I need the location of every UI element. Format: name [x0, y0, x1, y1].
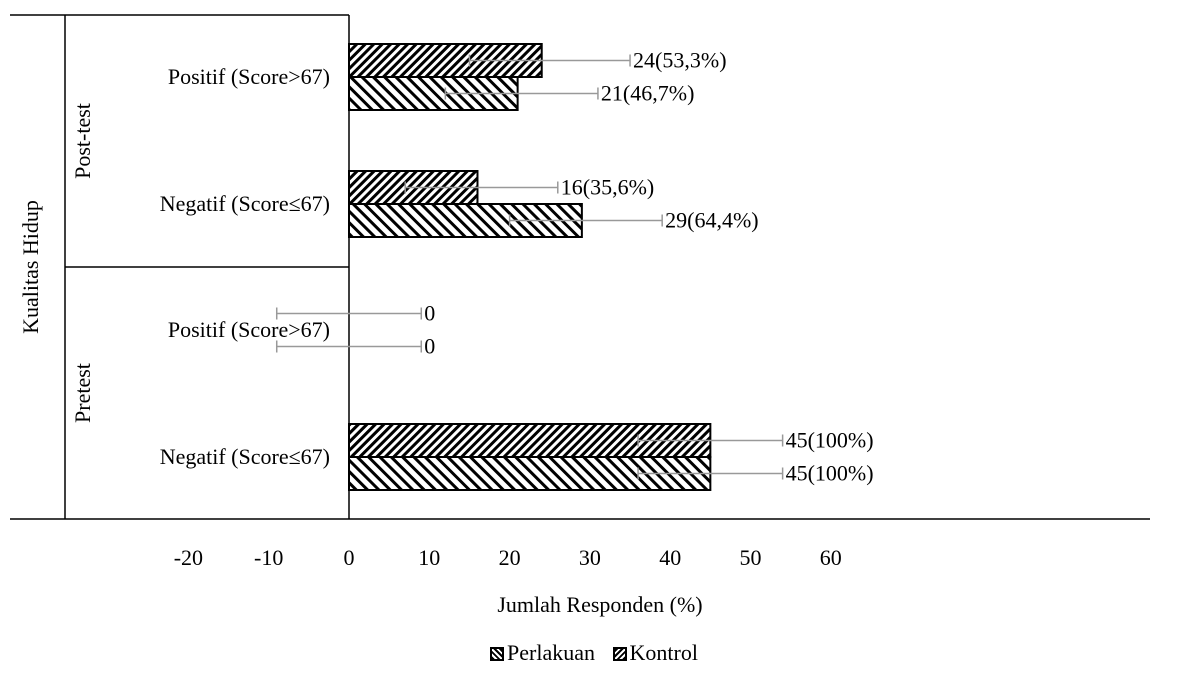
legend-item-kontrol: Kontrol	[612, 640, 698, 666]
data-label-perlakuan-1: 16(35,6%)	[561, 175, 654, 200]
legend-swatch-perlakuan	[490, 647, 505, 661]
x-axis-title: Jumlah Responden (%)	[497, 592, 702, 617]
category-label-2: Positif (Score>67)	[168, 317, 330, 342]
data-label-perlakuan-3: 45(100%)	[786, 428, 874, 453]
x-tick-label-0: -20	[174, 545, 203, 570]
data-label-kontrol-1: 29(64,4%)	[665, 208, 758, 233]
category-label-3: Negatif (Score≤67)	[160, 444, 330, 469]
data-label-kontrol-0: 21(46,7%)	[601, 81, 694, 106]
y-axis-title: Kualitas Hidup	[18, 200, 43, 334]
legend-label-perlakuan: Perlakuan	[507, 640, 595, 665]
x-tick-label-1: -10	[254, 545, 283, 570]
legend-item-perlakuan: Perlakuan	[490, 640, 595, 666]
data-label-kontrol-2: 0	[424, 334, 435, 359]
legend-swatch-kontrol	[612, 647, 627, 661]
legend: Perlakuan Kontrol	[0, 640, 1188, 666]
x-tick-label-7: 50	[740, 545, 762, 570]
x-tick-label-5: 30	[579, 545, 601, 570]
data-label-perlakuan-0: 24(53,3%)	[633, 48, 726, 73]
category-label-1: Negatif (Score≤67)	[160, 191, 330, 216]
group-label-0: Post-test	[70, 103, 95, 179]
data-label-kontrol-3: 45(100%)	[786, 461, 874, 486]
data-label-perlakuan-2: 0	[424, 301, 435, 326]
x-tick-label-4: 20	[499, 545, 521, 570]
x-tick-label-8: 60	[820, 545, 842, 570]
group-label-1: Pretest	[70, 363, 95, 423]
x-tick-label-3: 10	[418, 545, 440, 570]
category-label-0: Positif (Score>67)	[168, 64, 330, 89]
x-tick-label-6: 40	[659, 545, 681, 570]
x-tick-label-2: 0	[344, 545, 355, 570]
legend-label-kontrol: Kontrol	[629, 640, 698, 665]
